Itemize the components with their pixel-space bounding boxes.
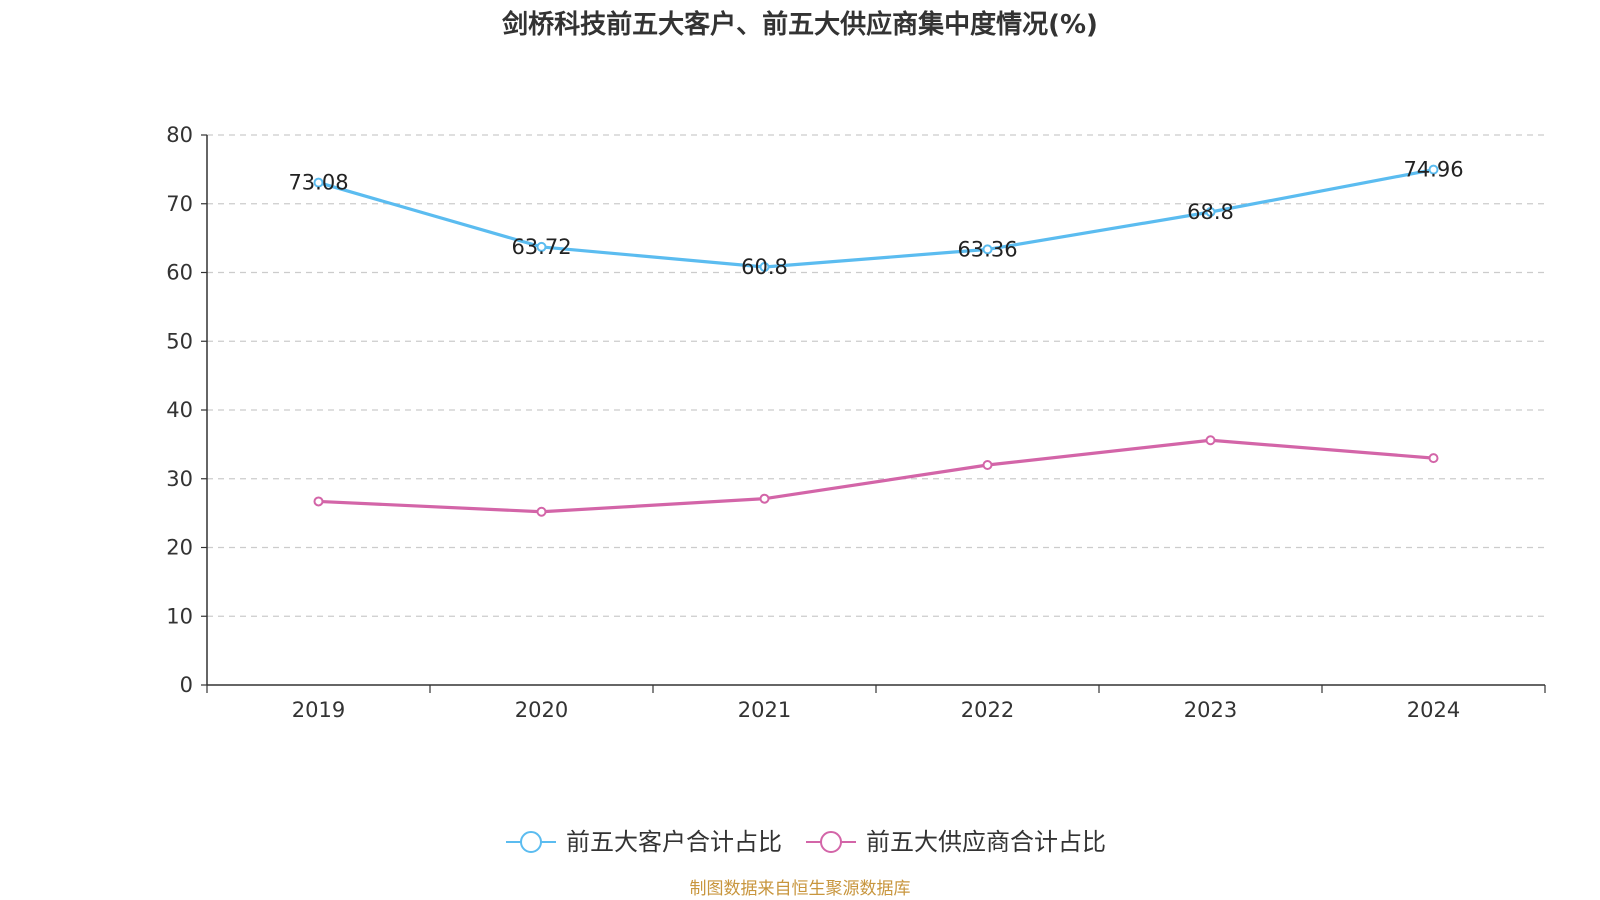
series-line-1 — [318, 438, 1434, 514]
series-line-0 — [318, 168, 1434, 269]
data-point[interactable] — [1205, 435, 1216, 446]
legend-customers-marker-icon — [520, 831, 542, 853]
data-label: 73.08 — [288, 171, 348, 195]
data-point[interactable] — [536, 241, 547, 252]
data-labels: 73.08 63.72 60.8 63.36 68.8 74.96 — [288, 158, 1463, 279]
legend-item-suppliers[interactable]: 前五大供应商合计占比 — [806, 828, 1106, 856]
data-point[interactable] — [759, 262, 770, 272]
data-point[interactable] — [1205, 207, 1216, 217]
y-tick-label: 30 — [166, 467, 193, 491]
x-tick-label: 2019 — [292, 698, 345, 722]
data-label: 60.8 — [741, 255, 788, 279]
gridlines — [207, 134, 1545, 617]
data-label: 68.8 — [1187, 200, 1234, 224]
chart-title: 剑桥科技前五大客户、前五大供应商集中度情况(%) — [502, 9, 1098, 40]
legend-suppliers-marker-icon — [820, 831, 842, 853]
data-point[interactable] — [1428, 164, 1439, 175]
legend-customers-label: 前五大客户合计占比 — [566, 828, 782, 856]
legend: 前五大客户合计占比 前五大供应商合计占比 — [506, 828, 1106, 856]
legend-item-customers[interactable]: 前五大客户合计占比 — [506, 828, 782, 856]
source-note: 制图数据来自恒生聚源数据库 — [690, 879, 911, 899]
y-tick-label: 80 — [166, 123, 193, 147]
data-label: 63.36 — [957, 237, 1017, 261]
y-tick-label: 0 — [180, 673, 193, 697]
y-tick-label: 50 — [166, 329, 193, 353]
data-point[interactable] — [982, 244, 993, 255]
data-point[interactable] — [313, 177, 324, 188]
y-axis-ticks: 0 10 20 30 40 50 60 70 80 — [166, 123, 207, 697]
x-tick-label: 2022 — [961, 698, 1014, 722]
y-tick-label: 60 — [166, 261, 193, 285]
x-tick-label: 2023 — [1184, 698, 1237, 722]
data-point[interactable] — [1428, 453, 1439, 464]
data-point[interactable] — [759, 493, 770, 504]
data-label: 74.96 — [1403, 158, 1463, 182]
y-tick-label: 20 — [166, 536, 193, 560]
y-tick-label: 10 — [166, 604, 193, 628]
x-tick-label: 2024 — [1407, 698, 1460, 722]
data-point[interactable] — [982, 460, 993, 470]
x-tick-label: 2021 — [738, 698, 791, 722]
legend-suppliers-label: 前五大供应商合计占比 — [866, 828, 1106, 856]
x-axis-ticks: 2019 2020 2021 2022 2023 2024 — [206, 685, 1546, 722]
series-layer — [313, 164, 1439, 517]
y-tick-label: 70 — [166, 192, 193, 216]
data-point[interactable] — [313, 496, 324, 507]
data-point[interactable] — [536, 506, 547, 517]
data-label: 63.72 — [511, 235, 571, 259]
y-tick-label: 40 — [166, 398, 193, 422]
x-tick-label: 2020 — [515, 698, 568, 722]
